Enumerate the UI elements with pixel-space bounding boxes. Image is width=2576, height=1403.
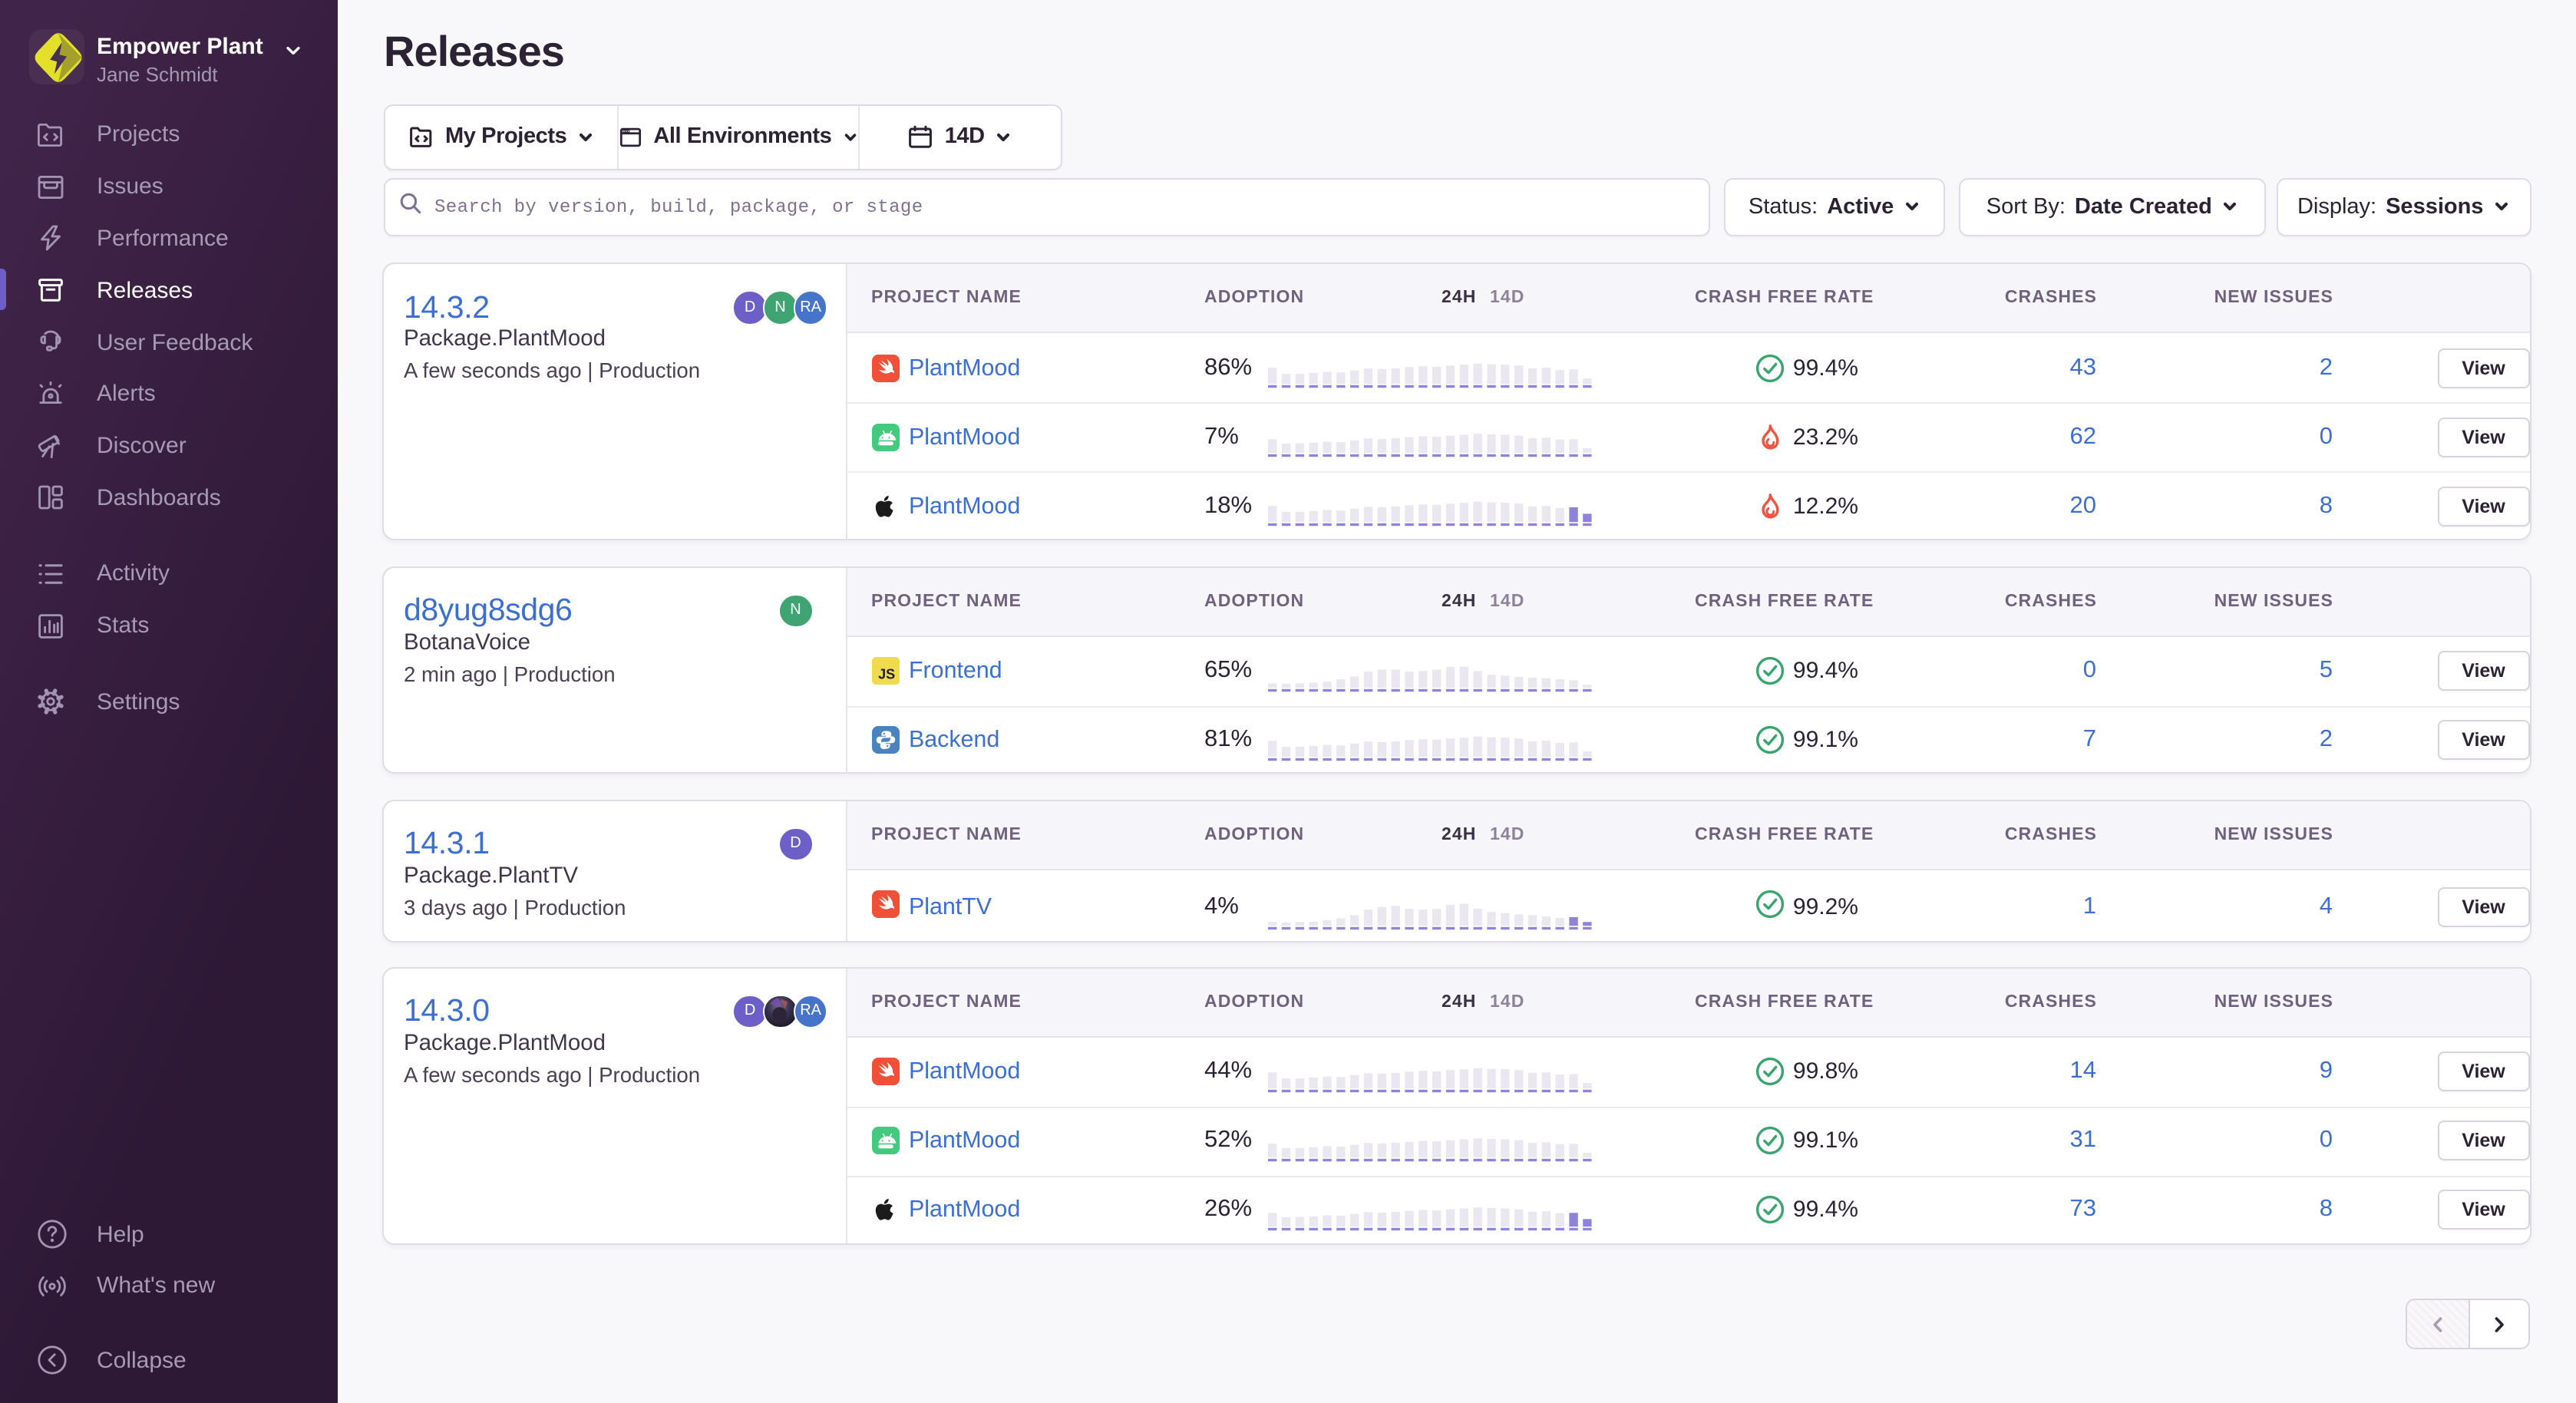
svg-text:JS: JS xyxy=(878,666,895,682)
